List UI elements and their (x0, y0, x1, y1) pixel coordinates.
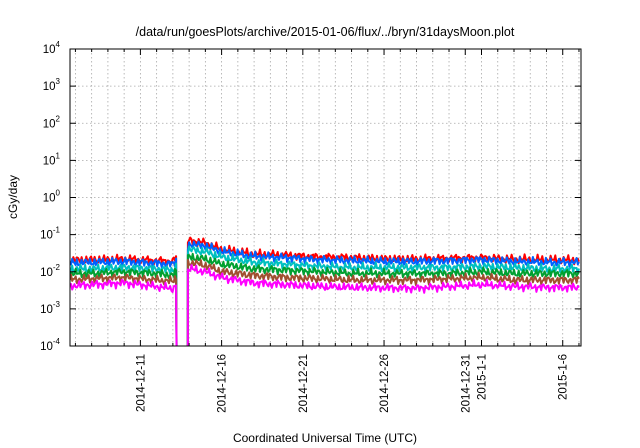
x-tick-label: 2014-12-26 (379, 354, 391, 413)
y-tick-exponent: 1 (56, 151, 61, 160)
series-line (70, 273, 178, 346)
y-tick-label: 10-1 (40, 226, 60, 242)
y-tick-label: 103 (43, 77, 61, 93)
y-tick-exponent: 3 (56, 77, 61, 86)
x-axis-label: Coordinated Universal Time (UTC) (233, 431, 417, 445)
series-line (186, 252, 580, 346)
y-tick-label: 102 (43, 114, 61, 130)
series-line (186, 236, 580, 346)
series-line (186, 264, 580, 346)
y-tick-mantissa: 10 (40, 304, 53, 316)
x-tick-label: 2015-1-1 (477, 354, 489, 400)
x-tick-label: 2014-12-31 (460, 354, 472, 413)
y-tick-mantissa: 10 (40, 230, 53, 242)
x-tick-label: 2014-12-11 (135, 354, 147, 412)
y-tick-label: 100 (43, 189, 61, 205)
y-tick-label: 10-2 (40, 263, 60, 279)
y-tick-mantissa: 10 (43, 118, 56, 130)
y-tick-mantissa: 10 (43, 44, 56, 56)
series-group (70, 236, 580, 346)
series-line (186, 240, 580, 346)
y-tick-exponent: -2 (53, 263, 61, 272)
y-tick-exponent: 4 (56, 40, 61, 49)
y-tick-exponent: -1 (53, 226, 61, 235)
series-line (70, 256, 178, 346)
y-tick-label: 101 (43, 151, 61, 167)
series-line (70, 278, 178, 346)
y-tick-mantissa: 10 (43, 81, 56, 93)
y-tick-label: 10-3 (40, 300, 60, 316)
x-tick-label: 2015-1-6 (558, 354, 570, 400)
y-tick-exponent: 2 (56, 114, 61, 123)
y-tick-exponent: -4 (53, 337, 61, 346)
y-tick-mantissa: 10 (40, 267, 53, 279)
y-tick-mantissa: 10 (43, 155, 56, 167)
y-tick-label: 10-4 (40, 337, 60, 353)
x-tick-labels: 2014-12-11 2014-12-16 2014-12-21 2014-12-26… (135, 354, 569, 413)
y-tick-mantissa: 10 (43, 193, 56, 205)
y-tick-label: 104 (43, 40, 61, 56)
y-tick-exponent: -3 (53, 300, 61, 309)
y-tick-mantissa: 10 (40, 341, 53, 353)
x-tick-label: 2014-12-21 (298, 354, 310, 413)
chart-title: /data/run/goesPlots/archive/2015-01-06/f… (136, 25, 515, 39)
grid (70, 49, 581, 346)
y-tick-exponent: 0 (56, 189, 61, 198)
ticks (70, 48, 581, 347)
series-line (70, 262, 178, 346)
series-line (70, 267, 178, 346)
x-tick-label: 2014-12-16 (217, 354, 229, 413)
y-axis-label: cGy/day (6, 175, 20, 219)
series-line (186, 258, 580, 346)
